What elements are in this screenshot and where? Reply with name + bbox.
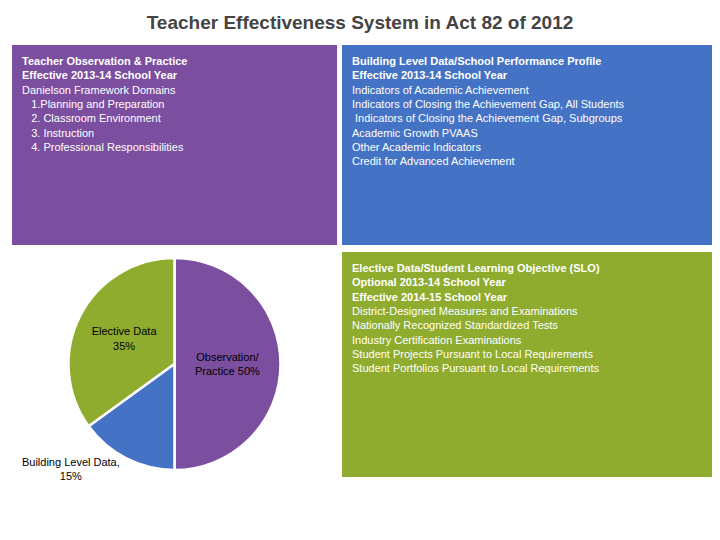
svg-text:Observation/Practice 50%: Observation/Practice 50%: [195, 351, 260, 377]
svg-text:Elective Data35%: Elective Data35%: [92, 325, 158, 351]
svg-text:Building Level Data/School Per: Building Level Data/School Performance P…: [352, 55, 625, 167]
svg-text:Teacher Observation & Practice: Teacher Observation & PracticeEffective …: [22, 55, 187, 153]
svg-text:Elective Data/Student Learning: Elective Data/Student Learning Objective…: [352, 262, 600, 374]
svg-text:Teacher Effectiveness System i: Teacher Effectiveness System in Act 82 o…: [147, 12, 574, 33]
svg-text:Building Level Data,15%: Building Level Data,15%: [22, 456, 120, 482]
